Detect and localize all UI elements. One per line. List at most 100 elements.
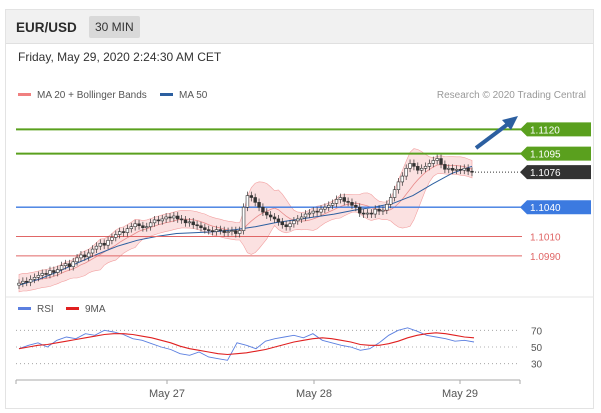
candle — [257, 202, 261, 208]
candle — [183, 219, 188, 224]
candle — [330, 203, 335, 206]
candle — [90, 248, 95, 254]
candle — [365, 212, 370, 215]
candle — [454, 168, 459, 171]
legend-swatch-1 — [160, 93, 173, 96]
candle — [230, 230, 234, 232]
candle — [265, 211, 269, 216]
candle — [346, 201, 350, 203]
level-tag-bg-1.1076 — [520, 165, 591, 180]
candle — [164, 216, 168, 220]
candle — [63, 263, 68, 266]
candle — [110, 237, 114, 241]
rsi-series-rsi — [18, 327, 475, 361]
forecast-arrow — [474, 122, 510, 150]
level-tag-1.1095: 1.1095 — [530, 150, 561, 161]
candle — [462, 167, 466, 171]
candle — [40, 273, 44, 276]
candle — [377, 208, 381, 212]
candle — [388, 197, 393, 205]
rsi-legend-label-1: 9MA — [85, 304, 106, 315]
level-tag-bg-1.1120 — [520, 122, 591, 137]
candle — [102, 242, 106, 246]
chart-credit: Research © 2020 Trading Central — [437, 90, 586, 101]
candle — [249, 195, 254, 198]
candle — [207, 229, 211, 231]
candle — [218, 229, 223, 231]
candle — [327, 204, 331, 208]
candle — [447, 167, 451, 170]
candle — [253, 197, 257, 203]
candle — [303, 213, 308, 218]
candle — [296, 218, 300, 222]
ma20-line — [18, 164, 473, 284]
candle — [268, 214, 273, 218]
candle — [28, 278, 33, 283]
candle — [284, 224, 288, 228]
candle — [450, 167, 455, 171]
legend-label-1: MA 50 — [179, 90, 208, 101]
candle — [179, 218, 184, 221]
candle — [67, 263, 72, 267]
candle — [361, 212, 366, 215]
chart-panel: EUR/USD 30 MIN — [5, 9, 594, 409]
candle — [400, 175, 405, 183]
candle — [427, 163, 432, 167]
rsi-legend-label-0: RSI — [37, 304, 54, 315]
candle — [350, 202, 354, 206]
level-tag-1.1120: 1.1120 — [530, 125, 560, 136]
candle — [17, 282, 21, 286]
candle — [354, 204, 358, 208]
level-tag-1.0990: 1.0990 — [530, 252, 561, 263]
forecast-arrow-head — [502, 116, 518, 130]
candle — [307, 212, 312, 215]
candle — [280, 221, 284, 226]
candle — [48, 270, 52, 275]
candle — [272, 216, 277, 220]
candle — [137, 223, 141, 227]
candle — [83, 254, 87, 258]
rsi-legend-swatch-0 — [18, 307, 31, 310]
candle — [404, 167, 408, 177]
candle — [439, 158, 443, 165]
candle — [241, 206, 246, 231]
candle — [292, 220, 296, 225]
candle — [195, 224, 199, 227]
rsi-series-9ma — [18, 332, 475, 356]
x-tick-label-0: May 27 — [149, 388, 185, 400]
candle — [210, 230, 215, 232]
candle — [71, 261, 75, 267]
candle — [160, 218, 164, 222]
candle — [222, 230, 226, 233]
candle — [214, 229, 219, 232]
candle — [133, 223, 137, 228]
candle — [32, 277, 37, 280]
candle — [152, 219, 157, 224]
x-tick-label-2: May 29 — [442, 388, 478, 400]
candle — [466, 167, 470, 172]
candle — [435, 158, 439, 161]
rsi-tick-50: 50 — [531, 343, 543, 354]
candle — [94, 245, 99, 250]
candle — [21, 280, 25, 284]
candle — [129, 226, 133, 229]
candle — [199, 225, 203, 228]
candle — [396, 181, 401, 191]
candle — [168, 216, 172, 219]
candle — [358, 206, 362, 214]
candle — [419, 167, 424, 171]
legend-swatch-0 — [18, 93, 31, 96]
legend-label-0: MA 20 + Bollinger Bands — [37, 90, 147, 101]
candle — [392, 189, 397, 198]
level-tag-1.1076: 1.1076 — [530, 168, 561, 179]
candle — [56, 269, 60, 273]
candle — [148, 222, 153, 228]
candle — [369, 212, 374, 215]
candle — [25, 280, 29, 283]
rsi-tick-30: 30 — [531, 360, 543, 371]
timeframe-badge[interactable]: 30 MIN — [89, 16, 140, 38]
candle — [311, 210, 315, 214]
candle — [276, 218, 281, 223]
candle — [226, 231, 230, 233]
